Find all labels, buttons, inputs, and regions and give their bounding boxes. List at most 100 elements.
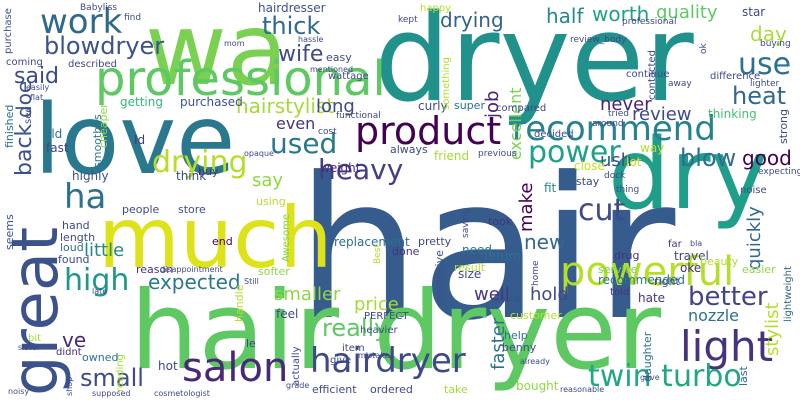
word: cost [318, 127, 337, 137]
word: kept [398, 15, 418, 25]
word: using [256, 195, 286, 208]
word: think [176, 169, 207, 183]
word: dock [604, 171, 626, 181]
word: owned [82, 351, 119, 364]
word: easier [742, 263, 776, 276]
word: cosmetologist [154, 389, 210, 398]
word: see [23, 106, 34, 124]
word: work [40, 2, 123, 42]
word: friend [434, 149, 470, 163]
word: sister [18, 343, 40, 352]
word: never [600, 94, 652, 115]
word: lighter [750, 79, 780, 89]
word: super [454, 99, 485, 112]
word: quickly [744, 206, 765, 270]
word: noise [740, 185, 767, 196]
word: much [98, 189, 333, 287]
word: little [84, 240, 125, 261]
word: previous [478, 149, 517, 159]
word: beauty [700, 255, 739, 268]
word: quality [656, 2, 718, 23]
word: easily [26, 83, 50, 92]
word: power [528, 135, 621, 170]
word: disappointment [160, 265, 223, 274]
word: ordered [370, 383, 413, 396]
word: supposed [92, 389, 131, 398]
word: say [252, 170, 284, 191]
word: store [178, 203, 206, 216]
word: softer [258, 265, 290, 278]
word: travel [674, 249, 709, 263]
word: loud [60, 241, 84, 254]
word: reading [115, 354, 126, 392]
word: curly [418, 99, 448, 113]
word: better [688, 282, 768, 312]
word: took [488, 215, 513, 228]
word: flat [30, 93, 44, 102]
word: weight [320, 161, 361, 175]
word: really [322, 314, 389, 342]
word: finished [3, 104, 16, 148]
word: smoothes [91, 114, 104, 168]
word: long [316, 96, 355, 117]
word: review_body [570, 35, 627, 45]
word: oke [680, 261, 702, 275]
word: hate [638, 291, 666, 305]
word: drying [152, 145, 248, 180]
word: salon [182, 345, 289, 391]
word: compared [496, 103, 547, 114]
word: professional [95, 51, 386, 107]
word: light [680, 322, 774, 371]
word: take [444, 383, 468, 396]
word: return [484, 249, 521, 263]
word: ha [64, 177, 107, 217]
word: mentioned [310, 65, 354, 74]
word: size [458, 267, 482, 281]
word: blowdryer [44, 32, 165, 60]
word: strong [777, 108, 790, 144]
word: buy [198, 165, 219, 178]
word: way [640, 141, 665, 155]
word: wattage [328, 71, 369, 82]
word: opaque [244, 149, 274, 158]
word: hot [158, 359, 178, 373]
word: hairstylist [236, 94, 335, 118]
word: found [58, 253, 90, 266]
word: bla [690, 239, 703, 248]
word: mistake [358, 351, 390, 360]
word: new [524, 230, 566, 254]
word: expected [148, 270, 241, 294]
word: cut [578, 193, 626, 228]
word: worth [592, 2, 650, 26]
word: something [441, 57, 452, 110]
word: late [92, 287, 108, 296]
word: told [610, 287, 630, 298]
word: love [34, 84, 236, 196]
word: didnt [56, 347, 82, 358]
word: small [80, 364, 144, 392]
word: service [598, 263, 638, 276]
word: tried [608, 109, 629, 119]
word: ok [699, 43, 709, 54]
word: shop [65, 376, 74, 396]
word: old [44, 127, 63, 141]
word: already [520, 357, 550, 366]
word: handle [233, 284, 246, 323]
word: ush [600, 150, 633, 171]
word: PERFECT [364, 311, 409, 322]
word: Babyliss [80, 3, 118, 13]
word: dryer [374, 0, 694, 129]
word: le [246, 337, 256, 350]
word: half [546, 4, 584, 28]
word: fit [544, 181, 557, 195]
word: highly [72, 169, 109, 183]
word: last [737, 366, 750, 386]
word: need [462, 243, 492, 257]
word: day [750, 22, 787, 46]
word: drying [440, 8, 504, 32]
word: happy [420, 3, 452, 14]
word: far [668, 239, 682, 250]
word: heavier [360, 325, 398, 336]
word: people [122, 203, 160, 216]
word: expensive [433, 250, 446, 306]
